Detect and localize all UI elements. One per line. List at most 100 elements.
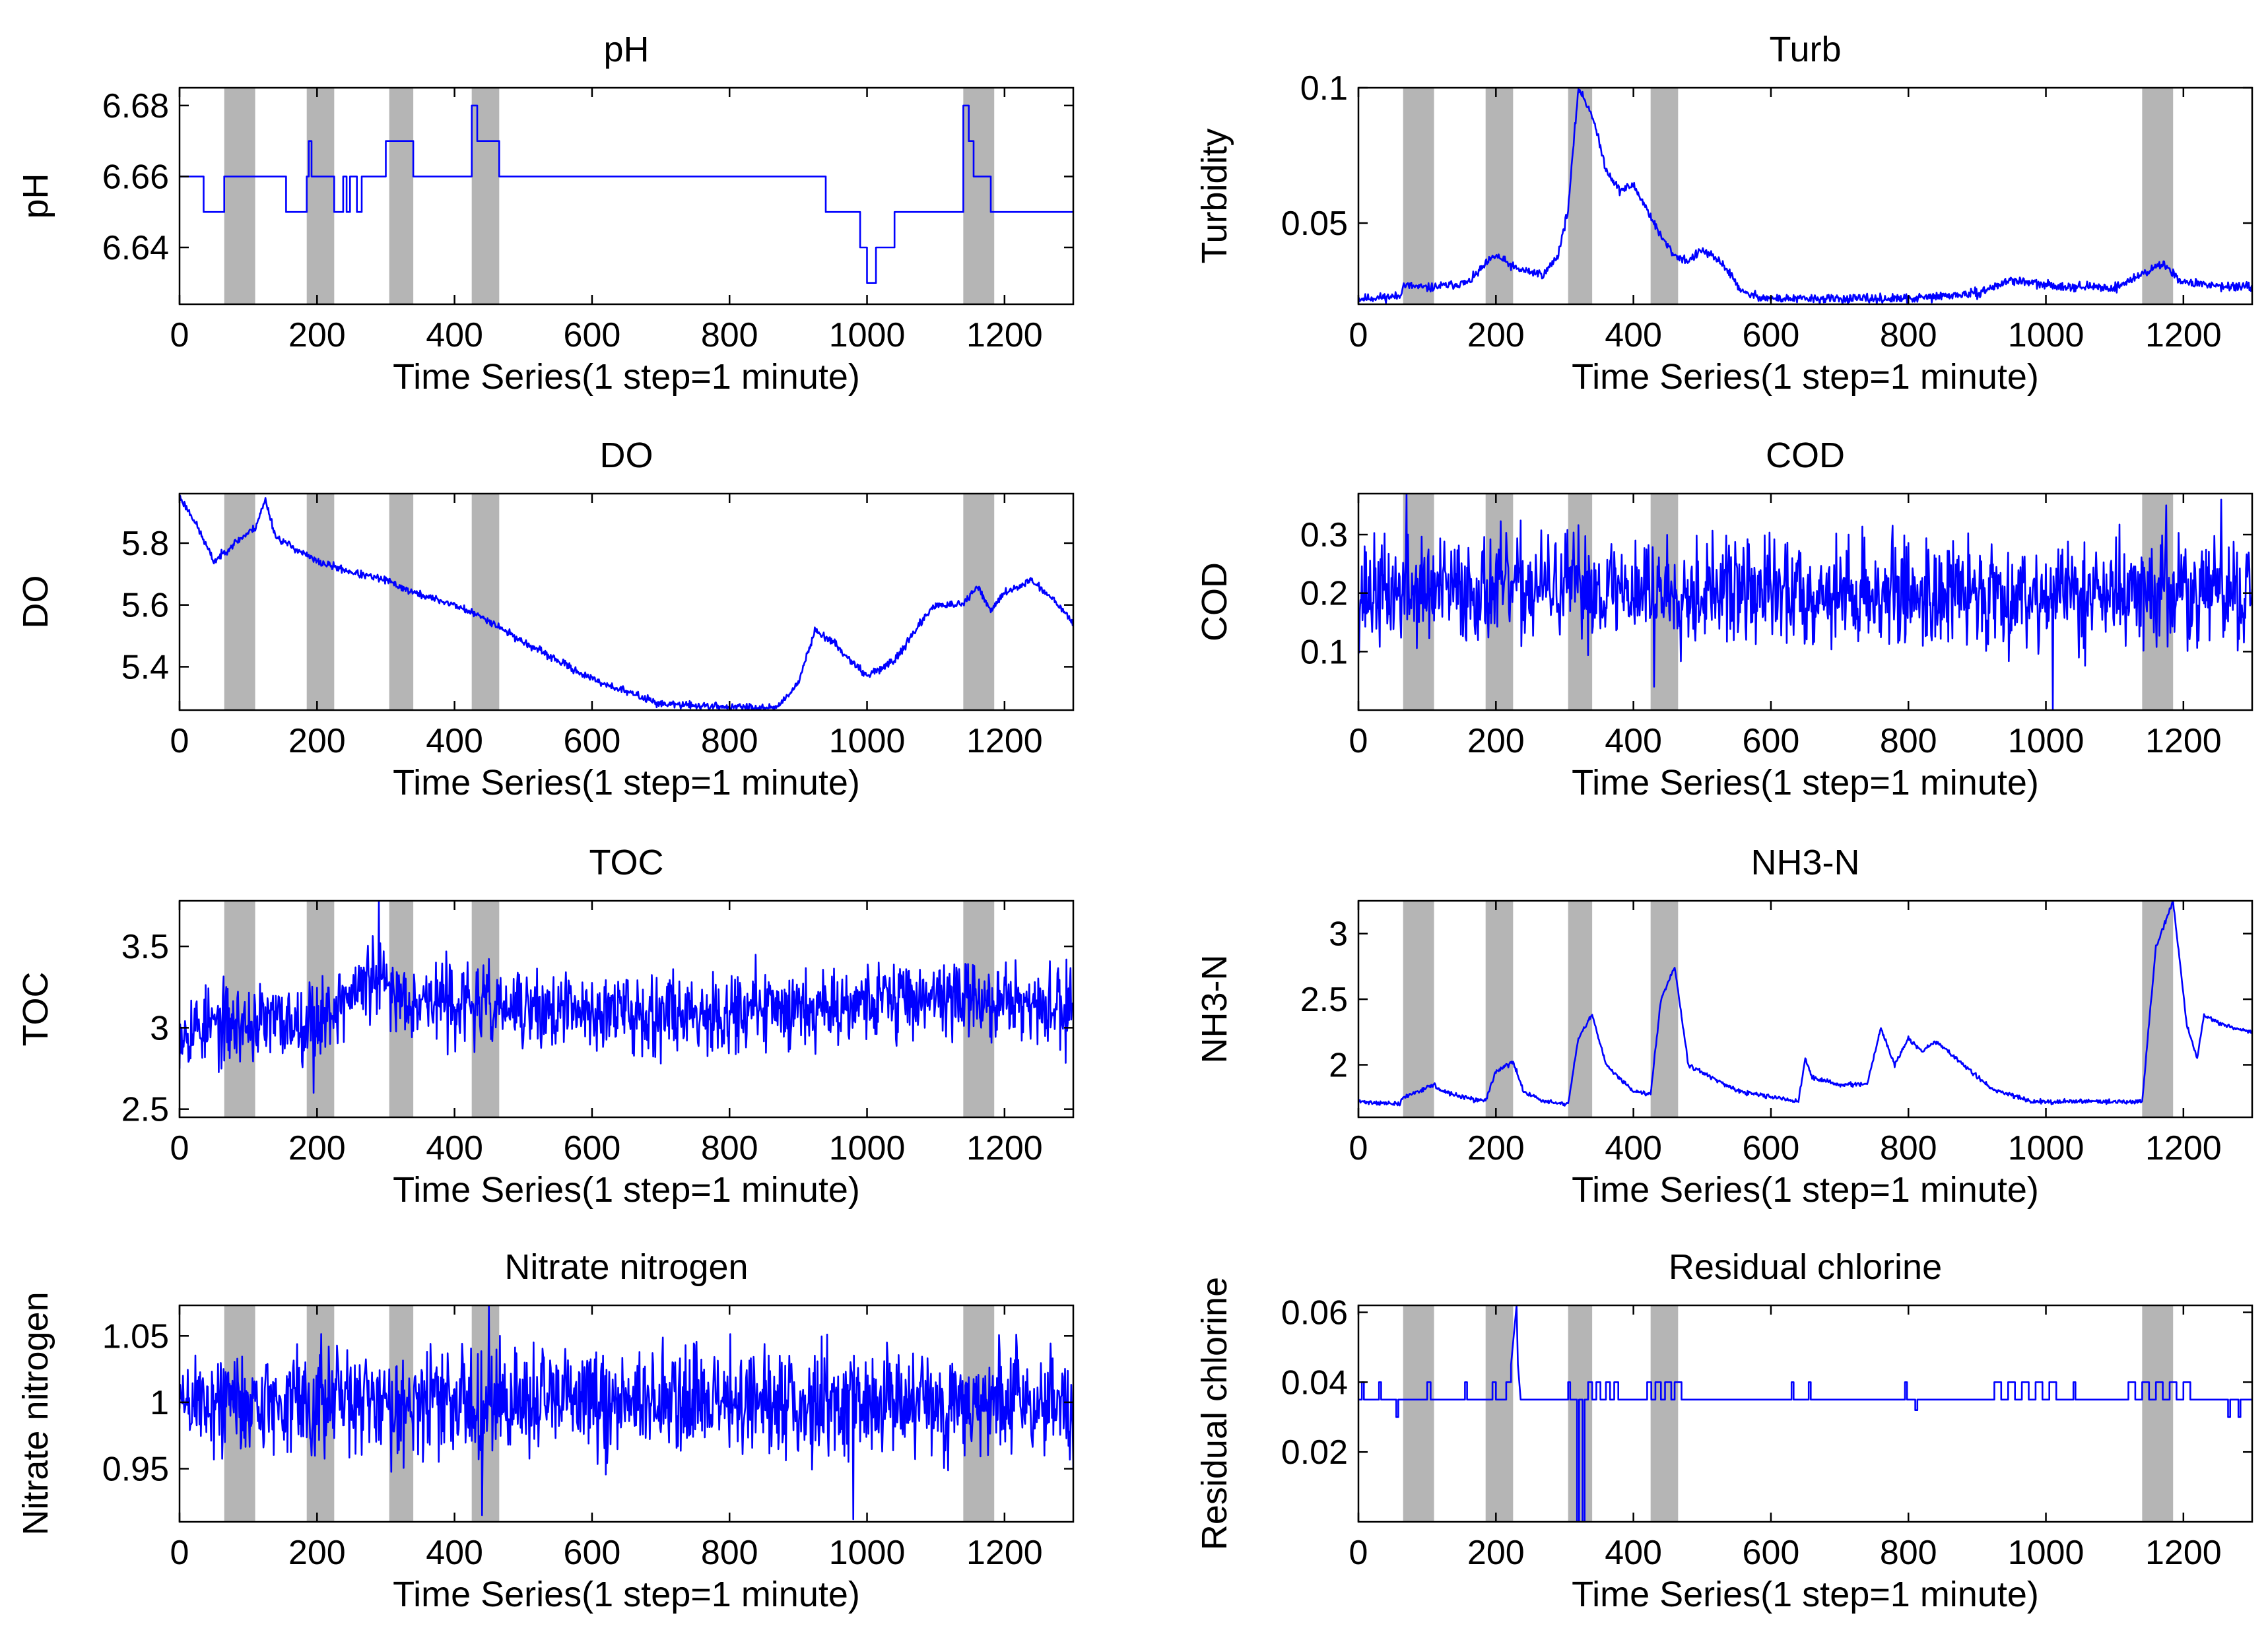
- x-tick-label: 600: [564, 316, 621, 354]
- x-tick-label: 800: [701, 1129, 758, 1167]
- x-axis-label: Time Series(1 step=1 minute): [1572, 1575, 2039, 1614]
- subplot-cod: 0 200 400 600 800 1000 1200 0.1 0.2 0.3 COD Time Se…: [1195, 436, 2253, 802]
- y-tick-label: 0.05: [1281, 205, 1348, 243]
- x-tick-label: 400: [1605, 1534, 1662, 1572]
- x-axis-label: Time Series(1 step=1 minute): [1572, 357, 2039, 397]
- x-tick-label: 1200: [2145, 722, 2222, 760]
- y-tick-label: 0.06: [1281, 1294, 1348, 1332]
- x-tick-label: 1200: [2145, 316, 2222, 354]
- x-tick-label: 1200: [966, 1534, 1043, 1572]
- subplot-do: 0 200 400 600 800 1000 1200 5.4 5.6 5.8 DO Time Ser…: [16, 436, 1075, 802]
- x-tick-label: 400: [1605, 1129, 1662, 1167]
- x-tick-label: 1000: [829, 316, 906, 354]
- x-tick-label: 600: [1743, 1534, 1800, 1572]
- subplot-title: Residual chlorine: [1669, 1247, 1942, 1287]
- highlight-band-nh3n-4: [2142, 901, 2174, 1117]
- y-tick-label: 5.8: [121, 525, 169, 563]
- x-tick-label: 200: [288, 722, 346, 760]
- subplot-ph: 0 200 400 600 800 1000 1200 6.64 6.66 6.68 pH Time …: [16, 30, 1075, 397]
- x-tick-label: 600: [564, 722, 621, 760]
- x-tick-label: 800: [701, 1534, 758, 1572]
- subplot-turb: 0 200 400 600 800 1000 1200 0.05 0.1 Turb Time Ser…: [1195, 30, 2253, 397]
- x-tick-label: 600: [1743, 316, 1800, 354]
- highlight-band-ph-0: [224, 88, 255, 304]
- y-tick-label: 3: [150, 1009, 169, 1047]
- highlight-band-ph-4: [963, 88, 995, 304]
- x-tick-label: 800: [701, 722, 758, 760]
- y-tick-label: 6.68: [102, 87, 169, 125]
- x-axis-label: Time Series(1 step=1 minute): [393, 357, 860, 397]
- x-tick-label: 200: [288, 1129, 346, 1167]
- x-tick-label: 400: [426, 1129, 483, 1167]
- highlight-band-chlorine-0: [1403, 1305, 1434, 1522]
- subplot-title: DO: [600, 436, 653, 475]
- y-tick-label: 5.4: [121, 648, 169, 686]
- subplot-title: COD: [1766, 436, 1845, 475]
- x-tick-label: 1000: [2008, 722, 2085, 760]
- x-tick-label: 1200: [2145, 1534, 2222, 1572]
- y-axis-label: Nitrate nitrogen: [16, 1292, 55, 1535]
- subplot-nitrate: 0 200 400 600 800 1000 1200 0.95 1 1.05 Nitrate ni…: [16, 1247, 1075, 1614]
- x-tick-label: 200: [1467, 1129, 1525, 1167]
- subplot-title: pH: [603, 30, 649, 69]
- x-tick-label: 0: [1349, 1534, 1368, 1572]
- x-axis-label: Time Series(1 step=1 minute): [393, 1170, 860, 1210]
- x-tick-label: 1000: [2008, 1129, 2085, 1167]
- x-tick-label: 600: [1743, 1129, 1800, 1167]
- y-tick-label: 0.2: [1300, 575, 1348, 613]
- x-tick-label: 400: [1605, 722, 1662, 760]
- series-line-chlorine: [1358, 1305, 2252, 1522]
- y-tick-label: 0.1: [1300, 69, 1348, 108]
- x-tick-label: 800: [1880, 722, 1937, 760]
- y-tick-label: 2.5: [121, 1091, 169, 1129]
- plot-frame-turb: [1357, 86, 2253, 306]
- subplot-chlorine: 0 200 400 600 800 1000 1200 0.02 0.04 0.06 Residua…: [1195, 1247, 2253, 1614]
- highlight-band-nh3n-3: [1650, 901, 1679, 1117]
- x-tick-label: 0: [170, 722, 189, 760]
- x-tick-label: 1000: [2008, 1534, 2085, 1572]
- plot-frame-nh3n: [1357, 900, 2253, 1119]
- series-line-toc: [180, 901, 1073, 1094]
- x-tick-label: 800: [1880, 316, 1937, 354]
- subplot-title: Turb: [1769, 30, 1841, 69]
- y-tick-label: 0.1: [1300, 633, 1348, 671]
- series-line-do: [180, 494, 1073, 710]
- x-tick-label: 400: [1605, 316, 1662, 354]
- x-tick-label: 800: [1880, 1129, 1937, 1167]
- highlight-band-chlorine-4: [2142, 1305, 2174, 1522]
- highlight-band-chlorine-1: [1485, 1305, 1514, 1522]
- x-tick-label: 1200: [2145, 1129, 2222, 1167]
- highlight-band-turb-1: [1485, 88, 1514, 304]
- plot-frame-chlorine: [1357, 1304, 2253, 1523]
- highlight-band-do-1: [306, 494, 335, 710]
- highlight-band-ph-3: [471, 88, 500, 304]
- plot-frame-ph: [178, 86, 1075, 306]
- plot-frame-toc: [178, 900, 1075, 1119]
- x-tick-label: 1000: [829, 722, 906, 760]
- y-axis-label: TOC: [16, 971, 55, 1046]
- x-tick-label: 0: [170, 1534, 189, 1572]
- y-axis-label: COD: [1195, 562, 1234, 641]
- y-axis-label: Residual chlorine: [1195, 1277, 1234, 1550]
- x-tick-label: 600: [564, 1129, 621, 1167]
- y-tick-label: 1: [150, 1384, 169, 1422]
- highlight-band-chlorine-2: [1568, 1305, 1593, 1522]
- x-tick-label: 0: [1349, 1129, 1368, 1167]
- x-tick-label: 1200: [966, 316, 1043, 354]
- y-tick-label: 6.64: [102, 229, 169, 267]
- series-line-turb: [1358, 88, 2252, 304]
- highlight-band-ph-2: [389, 88, 414, 304]
- highlight-band-ph-1: [306, 88, 335, 304]
- x-tick-label: 200: [288, 316, 346, 354]
- plot-frame-cod: [1357, 492, 2253, 711]
- y-axis-label: Turbidity: [1195, 128, 1234, 263]
- x-tick-label: 200: [1467, 722, 1525, 760]
- x-tick-label: 1000: [2008, 316, 2085, 354]
- x-tick-label: 400: [426, 316, 483, 354]
- y-tick-label: 5.6: [121, 587, 169, 625]
- plot-frame-nitrate: [178, 1304, 1075, 1523]
- y-tick-label: 2.5: [1300, 981, 1348, 1019]
- x-tick-label: 400: [426, 722, 483, 760]
- y-axis-label: DO: [16, 575, 55, 629]
- highlight-band-do-3: [471, 494, 500, 710]
